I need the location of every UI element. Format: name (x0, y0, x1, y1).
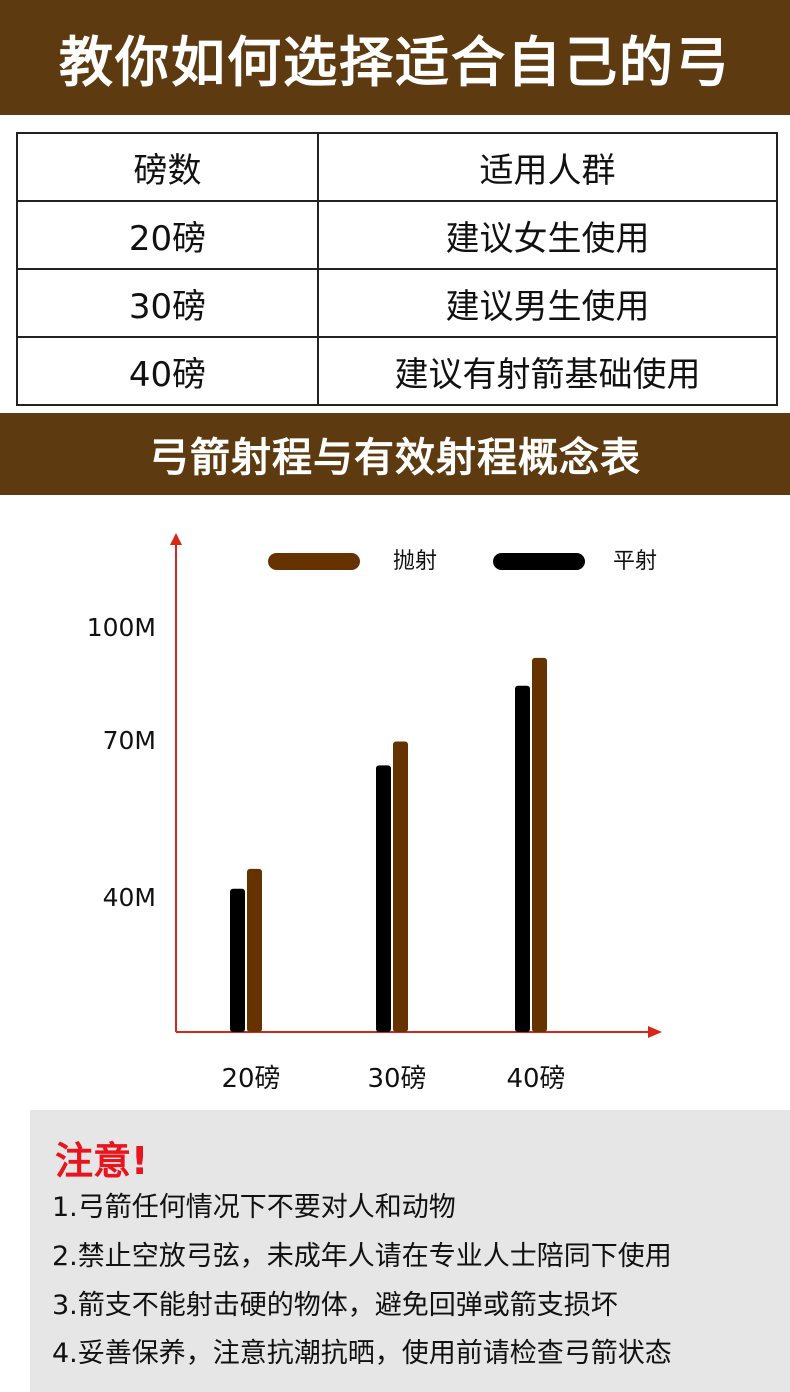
poundage-table: 磅数 适用人群 20磅 建议女生使用 30磅 建议男生使用 40磅 建议有射箭基… (16, 132, 778, 406)
y-tick-label: 40M (103, 883, 156, 912)
bar-lob-shot (247, 868, 262, 1032)
notice-item: 3.箭支不能射击硬的物体，避免回弹或箭支损坏 (52, 1290, 618, 1321)
table-cell: 建议男生使用 (317, 268, 778, 338)
notice-item: 4.妥善保养，注意抗潮抗晒，使用前请检查弓箭状态 (52, 1338, 672, 1369)
table-cell: 40磅 (16, 336, 319, 406)
y-tick-label: 100M (87, 613, 156, 642)
table-cell: 建议有射箭基础使用 (317, 336, 778, 406)
table-cell: 20磅 (16, 200, 319, 270)
bar-flat-shot (376, 765, 391, 1032)
legend-label: 平射 (613, 549, 657, 574)
x-tick-label: 20磅 (221, 1064, 280, 1094)
header-cell-poundage: 磅数 (16, 132, 319, 202)
y-tick-label: 70M (103, 726, 156, 755)
section-title: 弓箭射程与有效射程概念表 (0, 413, 790, 495)
page-title: 教你如何选择适合自己的弓 (0, 0, 790, 115)
y-axis-arrow (170, 533, 182, 545)
header-cell-audience: 适用人群 (317, 132, 778, 202)
x-tick-label: 40磅 (506, 1064, 565, 1094)
bar-lob-shot (393, 741, 408, 1032)
x-axis-arrow (648, 1026, 662, 1038)
legend-swatch (268, 553, 360, 570)
table-cell: 30磅 (16, 268, 319, 338)
legend-swatch (493, 553, 585, 570)
bar-flat-shot (515, 685, 530, 1032)
table-cell: 建议女生使用 (317, 200, 778, 270)
range-bar-chart: 100M 70M 40M 20磅 30磅 40磅 抛射 平射 (87, 533, 662, 1094)
legend-label: 抛射 (393, 549, 437, 574)
x-tick-label: 30磅 (367, 1064, 426, 1094)
bar-flat-shot (230, 888, 245, 1032)
table-header-row: 磅数 适用人群 (16, 132, 778, 202)
table-row: 40磅 建议有射箭基础使用 (16, 336, 778, 406)
table-row: 30磅 建议男生使用 (16, 268, 778, 338)
notice-item: 2.禁止空放弓弦，未成年人请在专业人士陪同下使用 (52, 1241, 672, 1272)
table-row: 20磅 建议女生使用 (16, 200, 778, 270)
notice-title: 注意! (55, 1139, 149, 1183)
notice-panel: 注意! 1.弓箭任何情况下不要对人和动物 2.禁止空放弓弦，未成年人请在专业人士… (30, 1110, 790, 1392)
bar-lob-shot (532, 657, 547, 1032)
notice-item: 1.弓箭任何情况下不要对人和动物 (52, 1192, 456, 1223)
